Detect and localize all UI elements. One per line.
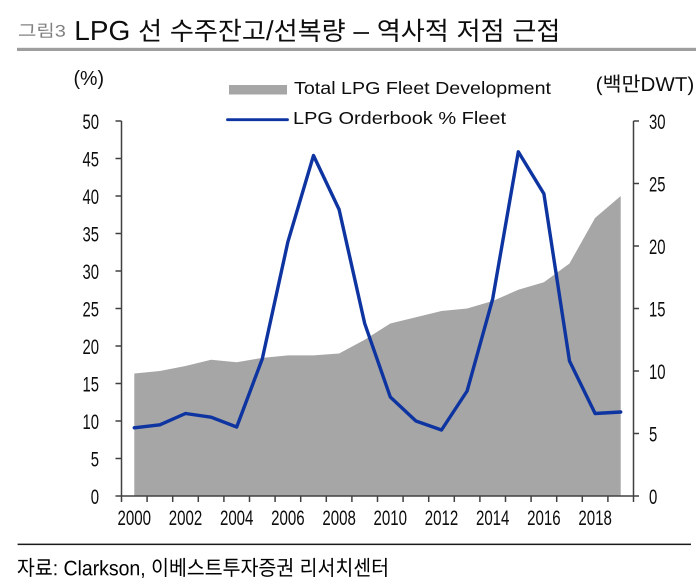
svg-text:15: 15 <box>649 298 666 321</box>
svg-text:30: 30 <box>83 261 100 284</box>
svg-text:0: 0 <box>649 486 657 509</box>
svg-text:30: 30 <box>649 111 666 134</box>
svg-text:35: 35 <box>83 223 100 246</box>
svg-text:0: 0 <box>91 486 99 509</box>
svg-text:2002: 2002 <box>169 506 203 530</box>
svg-text:25: 25 <box>649 173 666 196</box>
svg-text:Total LPG Fleet Development: Total LPG Fleet Development <box>294 78 551 98</box>
svg-text:2010: 2010 <box>374 506 408 530</box>
svg-text:2012: 2012 <box>425 506 459 530</box>
svg-text:5: 5 <box>91 448 99 471</box>
svg-text:45: 45 <box>83 148 100 171</box>
svg-text:2014: 2014 <box>476 506 510 530</box>
svg-text:20: 20 <box>83 336 100 359</box>
svg-text:2000: 2000 <box>118 506 152 530</box>
svg-text:50: 50 <box>83 111 100 134</box>
svg-text:2004: 2004 <box>220 506 254 530</box>
svg-text:2006: 2006 <box>271 506 305 530</box>
svg-text:25: 25 <box>83 298 100 321</box>
svg-text:10: 10 <box>83 411 100 434</box>
svg-text:(%): (%) <box>74 68 105 90</box>
svg-text:2016: 2016 <box>527 506 561 530</box>
svg-text:20: 20 <box>649 236 666 259</box>
svg-text:10: 10 <box>649 361 666 384</box>
svg-text:5: 5 <box>649 423 657 446</box>
svg-text:2008: 2008 <box>322 506 356 530</box>
svg-text:LPG Orderbook % Fleet: LPG Orderbook % Fleet <box>293 108 506 128</box>
svg-text:2018: 2018 <box>578 506 612 530</box>
svg-text:15: 15 <box>83 373 100 396</box>
svg-text:40: 40 <box>83 186 100 209</box>
